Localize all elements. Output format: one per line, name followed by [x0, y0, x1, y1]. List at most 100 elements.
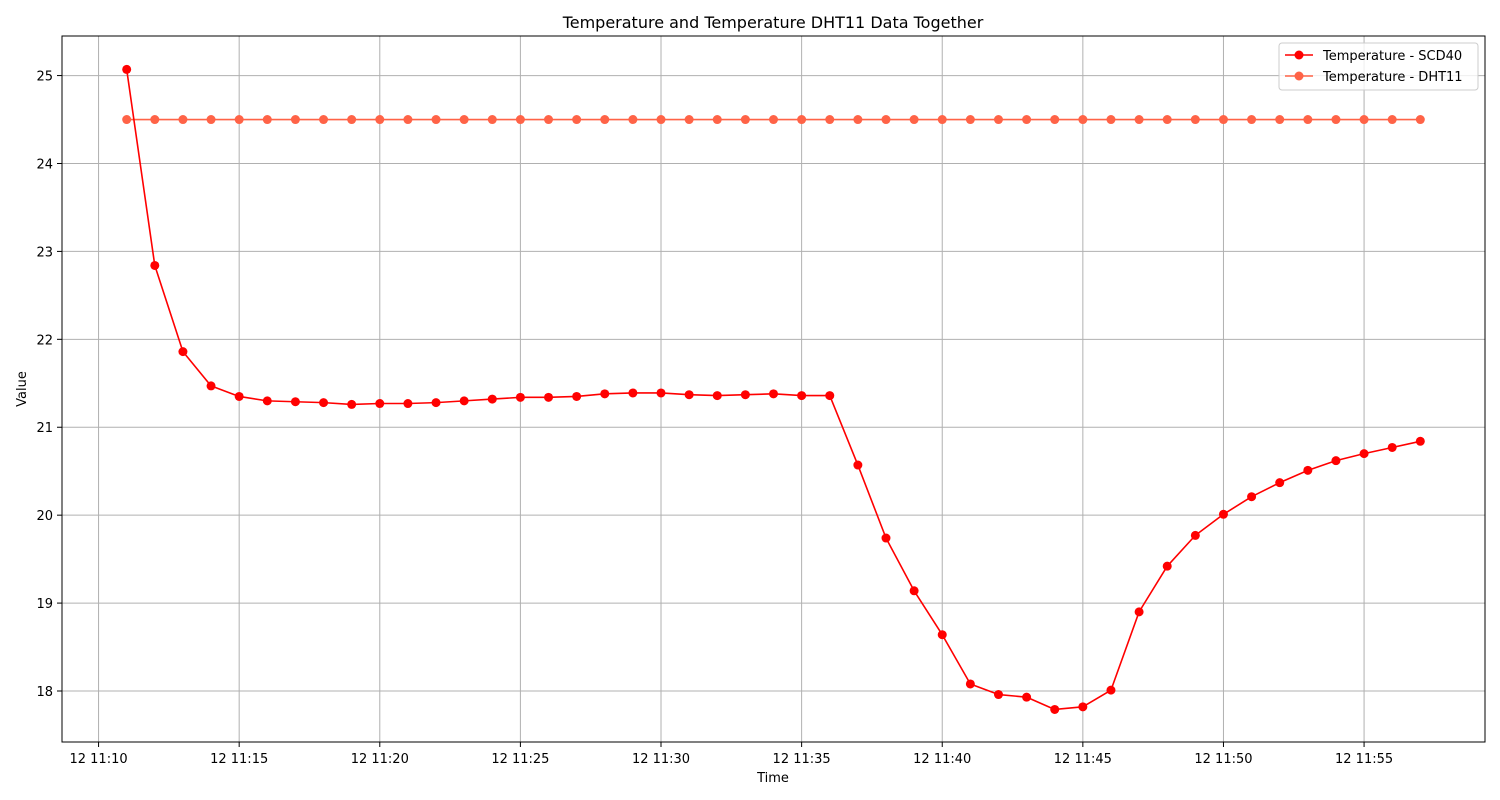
data-point-scd40 — [825, 391, 835, 401]
data-point-dht11 — [1078, 115, 1088, 125]
x-tick-label: 12 11:35 — [773, 752, 831, 767]
data-point-scd40 — [375, 399, 385, 409]
legend-marker-dht11 — [1294, 71, 1304, 81]
grid — [62, 36, 1485, 742]
data-point-dht11 — [909, 115, 919, 125]
data-point-scd40 — [909, 586, 919, 596]
data-point-scd40 — [1218, 509, 1228, 519]
data-point-scd40 — [1078, 702, 1088, 712]
data-point-scd40 — [1134, 607, 1144, 617]
data-point-scd40 — [628, 388, 638, 398]
data-point-scd40 — [290, 397, 300, 407]
data-point-scd40 — [684, 390, 694, 400]
x-tick-label: 12 11:55 — [1335, 752, 1393, 767]
data-point-dht11 — [1218, 115, 1228, 125]
data-point-dht11 — [656, 115, 666, 125]
data-point-dht11 — [262, 115, 272, 125]
x-tick-label: 12 11:40 — [913, 752, 971, 767]
data-point-scd40 — [797, 391, 807, 401]
data-point-scd40 — [937, 630, 947, 640]
data-point-dht11 — [347, 115, 357, 125]
x-tick-label: 12 11:10 — [69, 752, 127, 767]
data-point-dht11 — [459, 115, 469, 125]
data-point-dht11 — [375, 115, 385, 125]
series-layer — [122, 64, 1425, 714]
data-point-dht11 — [881, 115, 891, 125]
data-point-dht11 — [740, 115, 750, 125]
y-tick-label: 24 — [36, 157, 53, 172]
data-point-scd40 — [600, 389, 610, 399]
data-point-scd40 — [1162, 561, 1172, 571]
data-point-dht11 — [1190, 115, 1200, 125]
data-point-scd40 — [431, 398, 441, 408]
data-point-scd40 — [262, 396, 272, 406]
data-point-dht11 — [853, 115, 863, 125]
y-tick-label: 22 — [36, 333, 53, 348]
y-tick-label: 19 — [36, 597, 53, 612]
plot-frame — [61, 35, 1486, 743]
y-tick-label: 25 — [36, 70, 53, 85]
data-point-dht11 — [572, 115, 582, 125]
data-point-dht11 — [1247, 115, 1257, 125]
data-point-scd40 — [993, 690, 1003, 700]
x-tick-label: 12 11:50 — [1194, 752, 1252, 767]
x-tick-label: 12 11:30 — [632, 752, 690, 767]
legend: Temperature - SCD40 Temperature - DHT11 — [1278, 42, 1479, 91]
data-point-dht11 — [1022, 115, 1032, 125]
data-point-dht11 — [319, 115, 329, 125]
data-point-scd40 — [403, 399, 413, 409]
data-point-scd40 — [459, 396, 469, 406]
x-tick-label: 12 11:15 — [210, 752, 268, 767]
y-tick-label: 23 — [36, 245, 53, 260]
data-point-scd40 — [544, 392, 554, 402]
data-point-scd40 — [234, 391, 244, 401]
data-point-dht11 — [712, 115, 722, 125]
data-point-scd40 — [1275, 478, 1285, 488]
legend-label-dht11: Temperature - DHT11 — [1322, 70, 1463, 85]
data-point-dht11 — [1134, 115, 1144, 125]
y-tick-label: 21 — [36, 421, 53, 436]
data-point-scd40 — [1050, 704, 1060, 714]
data-point-scd40 — [1387, 442, 1397, 452]
data-point-dht11 — [290, 115, 300, 125]
data-point-scd40 — [1022, 692, 1032, 702]
legend-label-scd40: Temperature - SCD40 — [1322, 49, 1462, 64]
data-point-scd40 — [206, 381, 216, 391]
x-axis: 12 11:10 12 11:15 12 11:20 12 11:25 12 11:30… — [69, 742, 1393, 767]
y-axis-label: Value — [15, 371, 30, 407]
series-scd40 — [122, 64, 1425, 714]
data-point-dht11 — [1415, 115, 1425, 125]
data-point-scd40 — [1303, 465, 1313, 475]
data-point-dht11 — [1106, 115, 1116, 125]
data-point-scd40 — [853, 460, 863, 470]
x-tick-label: 12 11:45 — [1054, 752, 1112, 767]
data-point-scd40 — [572, 391, 582, 401]
x-axis-label: Time — [756, 771, 789, 786]
data-point-scd40 — [965, 679, 975, 689]
data-point-scd40 — [319, 398, 329, 408]
data-point-dht11 — [1050, 115, 1060, 125]
data-point-scd40 — [1331, 456, 1341, 466]
data-point-scd40 — [1359, 449, 1369, 459]
data-point-scd40 — [487, 394, 497, 404]
data-point-scd40 — [150, 260, 160, 270]
y-axis: 18 19 20 21 22 23 24 25 — [36, 70, 62, 700]
data-point-dht11 — [403, 115, 413, 125]
data-point-scd40 — [1415, 436, 1425, 446]
data-point-dht11 — [234, 115, 244, 125]
data-point-dht11 — [825, 115, 835, 125]
data-point-dht11 — [600, 115, 610, 125]
data-point-scd40 — [347, 399, 357, 409]
data-point-scd40 — [1106, 685, 1116, 695]
data-point-scd40 — [1247, 492, 1257, 502]
data-point-dht11 — [431, 115, 441, 125]
data-point-dht11 — [684, 115, 694, 125]
data-point-dht11 — [487, 115, 497, 125]
data-point-scd40 — [1190, 530, 1200, 540]
data-point-dht11 — [628, 115, 638, 125]
data-point-dht11 — [1359, 115, 1369, 125]
y-tick-label: 20 — [36, 509, 53, 524]
data-point-dht11 — [769, 115, 778, 125]
data-point-scd40 — [881, 533, 891, 543]
